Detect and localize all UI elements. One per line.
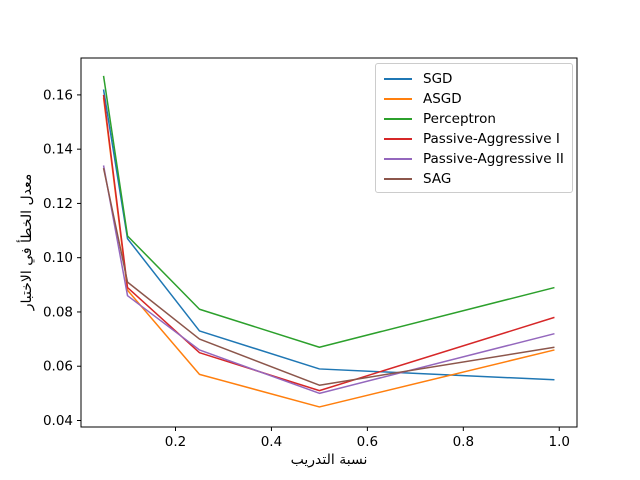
legend-label: Passive-Aggressive II	[423, 151, 564, 167]
series-line-perceptron	[102, 75, 555, 348]
legend-line-sample	[384, 158, 412, 160]
legend-entry: Passive-Aggressive I	[384, 129, 564, 149]
legend-label: SGD	[423, 71, 453, 87]
x-tick-label: 0.6	[357, 434, 378, 450]
legend-entry: SGD	[384, 69, 564, 89]
x-tick-label: 0.4	[261, 434, 282, 450]
series-line-passive-aggressive-ii	[102, 165, 555, 395]
legend-line-sample	[384, 138, 412, 140]
series-line-passive-aggressive-i	[102, 94, 555, 392]
y-tick-label: 0.16	[43, 87, 73, 103]
legend-line-sample	[384, 78, 412, 80]
legend-line-sample	[384, 178, 412, 180]
legend-entry: ASGD	[384, 89, 564, 109]
y-tick-label: 0.12	[43, 196, 73, 212]
series-line-sag	[102, 168, 555, 386]
legend-line-sample	[384, 98, 412, 100]
legend-line-sample	[384, 118, 412, 120]
legend-entry: Perceptron	[384, 109, 564, 129]
axes-frame	[80, 57, 578, 428]
legend-entry: SAG	[384, 169, 564, 189]
legend-label: SAG	[423, 171, 452, 187]
y-tick-label: 0.10	[43, 250, 73, 266]
x-tick-label: 0.2	[165, 434, 186, 450]
axes-spines	[80, 57, 578, 428]
legend: SGD ASGD Perceptron Passive-Aggressive I Pas…	[375, 63, 573, 193]
legend-label: ASGD	[423, 91, 462, 107]
axis-ticks: 0.2 0.4 0.6 0.8 1.0 0.04 0.06 0.08 0.10 0.12 0.14 0…	[43, 87, 570, 450]
y-tick-label: 0.08	[43, 304, 73, 320]
y-tick-label: 0.06	[43, 359, 73, 375]
legend-label: Perceptron	[423, 111, 496, 127]
series-lines	[102, 75, 555, 408]
legend-entry: Passive-Aggressive II	[384, 149, 564, 169]
y-tick-label: 0.14	[43, 142, 73, 158]
legend-label: Passive-Aggressive I	[423, 131, 560, 147]
x-tick-label: 0.8	[453, 434, 474, 450]
x-tick-label: 1.0	[549, 434, 570, 450]
y-axis-label: معدل الخطأ في الاختبار	[19, 173, 35, 311]
y-tick-label: 0.04	[43, 413, 73, 429]
x-axis-label: نسبة التدريب	[290, 452, 368, 468]
